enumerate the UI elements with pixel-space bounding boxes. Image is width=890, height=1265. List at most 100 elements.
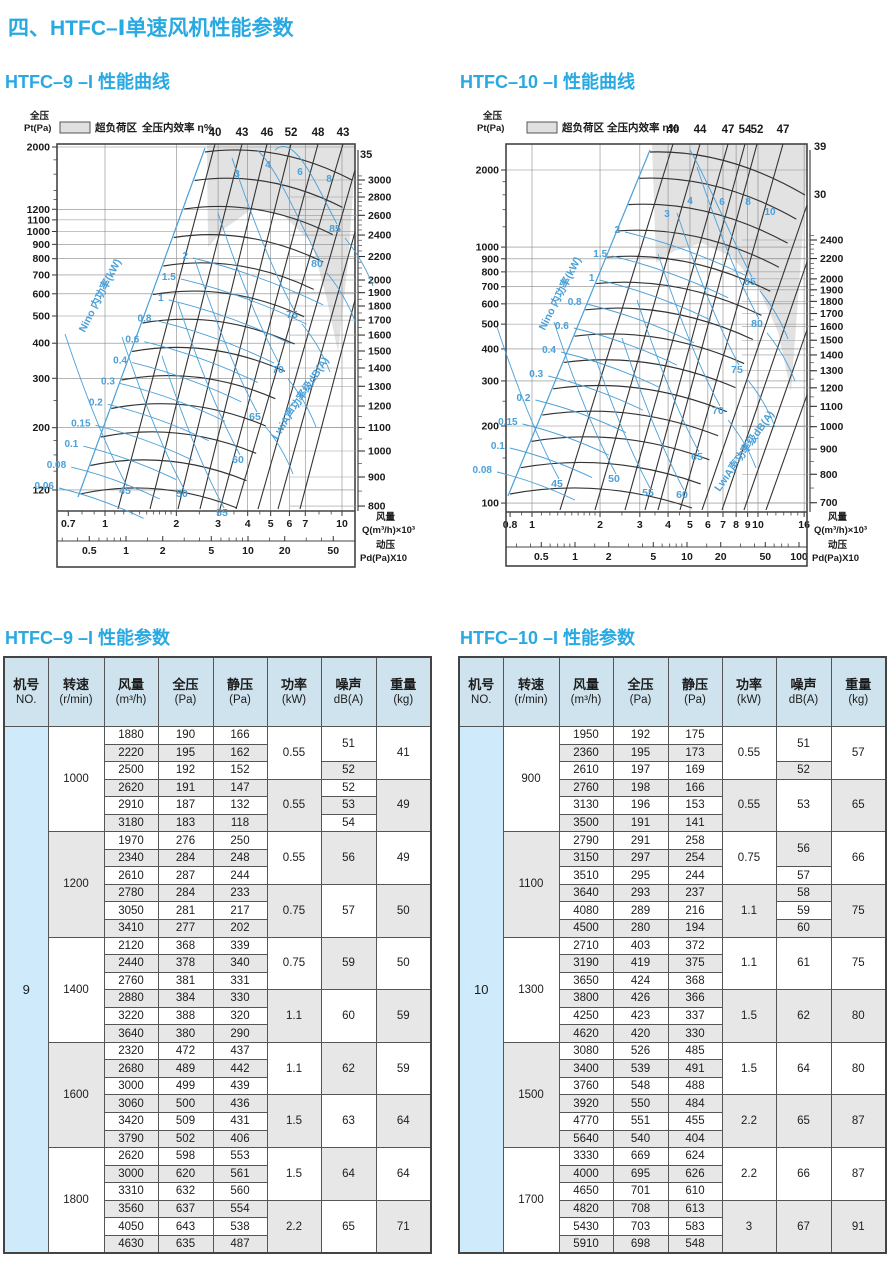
rpm-tick-label: 2800 — [368, 192, 392, 204]
noise-cell: 57 — [775, 866, 832, 885]
power-curve-label: 0.15 — [498, 417, 518, 428]
rpm-tick-label: 800 — [820, 469, 838, 481]
efficiency-contours: 45 50 55 60 65 70 75 80 85 — [64, 146, 374, 519]
flow-cell: 1970 — [103, 831, 159, 850]
legend-overload-label: 超负荷区 — [94, 121, 137, 134]
dyn-axis-title: Pd(Pa)X10 — [812, 553, 859, 564]
weight-cell: 50 — [375, 936, 432, 991]
efficiency-contour-label: 65 — [249, 411, 261, 423]
static-pressure-cell: 487 — [212, 1234, 268, 1254]
surge-line — [77, 147, 206, 498]
power-cell: 0.75 — [721, 831, 777, 885]
static-pressure-cell: 118 — [212, 813, 268, 833]
flow-tick-label: 1 — [529, 519, 535, 531]
power-cell: 1.1 — [266, 1041, 322, 1096]
flow-cell: 3080 — [558, 1041, 614, 1061]
rpm-tick-label: 2200 — [368, 251, 392, 263]
flow-cell: 2880 — [103, 989, 159, 1008]
total-pressure-cell: 198 — [612, 778, 669, 798]
efficiency-contour-label: 85 — [744, 276, 756, 288]
flow-cell: 5910 — [558, 1234, 614, 1254]
power-cell: 0.55 — [266, 778, 322, 833]
pressure-tick-label: 1200 — [27, 204, 51, 216]
power-curve-label: 0.1 — [491, 441, 505, 452]
dyn-tick-label: 20 — [715, 551, 727, 563]
spec-table: 机号 NO. 转速 (r/min) 风量 (m³/h) 全压 (Pa) 静压 (Pa) 功率 (kW)… — [458, 656, 887, 1255]
flow-tick-label: 4 — [245, 518, 251, 530]
noise-cell: 61 — [775, 936, 832, 991]
power-curve-label: 4 — [265, 160, 271, 171]
efficiency-contour-label: 60 — [232, 454, 244, 466]
rpm-tick-label: 1700 — [368, 315, 392, 327]
speed-cell: 1400 — [47, 936, 105, 1043]
static-pressure-cell: 194 — [667, 919, 723, 938]
total-pressure-cell: 509 — [157, 1112, 214, 1131]
pressure-tick-label: 1000 — [476, 242, 500, 254]
flow-cell: 3500 — [558, 813, 614, 833]
pressure-tick-label: 400 — [32, 338, 50, 350]
noise-cell: 52 — [775, 761, 832, 780]
total-pressure-cell: 620 — [157, 1164, 214, 1184]
rpm-tick-label: 1100 — [368, 422, 391, 434]
rpm-tick-label: 1100 — [820, 401, 843, 413]
flow-cell: 2320 — [103, 1041, 159, 1061]
efficiency-contour-label: 50 — [176, 488, 188, 500]
flow-tick-label: 16 — [798, 519, 810, 531]
flow-cell: 3000 — [103, 1164, 159, 1184]
pressure-tick-label: 1100 — [27, 214, 50, 226]
flow-tick-label: 3 — [637, 519, 643, 531]
total-pressure-cell: 708 — [612, 1199, 669, 1219]
noise-cell: 62 — [775, 989, 832, 1043]
power-curve-label: 0.4 — [542, 345, 556, 356]
static-pressure-cell: 491 — [667, 1059, 723, 1078]
static-pressure-cell: 248 — [212, 848, 268, 868]
rpm-tick-label: 1800 — [368, 301, 392, 313]
total-pressure-cell: 388 — [157, 1006, 214, 1026]
static-pressure-cell: 406 — [212, 1129, 268, 1149]
flow-cell: 3190 — [558, 954, 614, 973]
static-pressure-cell: 330 — [212, 989, 268, 1008]
flow-axis-title: 风量 — [376, 511, 396, 523]
noise-cell: 62 — [320, 1041, 377, 1096]
total-pressure-cell: 526 — [612, 1041, 669, 1061]
dyn-tick-label: 2 — [160, 545, 166, 557]
pressure-axis-title: Pt(Pa) — [24, 123, 51, 134]
total-pressure-cell: 550 — [612, 1094, 669, 1114]
power-curve-label: 8 — [745, 197, 751, 208]
flow-tick-label: 5 — [268, 518, 274, 530]
noise-cell: 56 — [775, 831, 832, 868]
static-pressure-cell: 169 — [667, 761, 723, 780]
legend-overload-label: 超负荷区 — [561, 121, 604, 134]
column-header: 重量 (kg) — [375, 656, 432, 727]
pressure-tick-label: 900 — [32, 239, 50, 251]
efficiency-contour-label: 45 — [119, 485, 131, 497]
power-curve-label: 2 — [614, 225, 620, 236]
dyn-axis-title: 动压 — [376, 540, 396, 551]
rpm-tick-label: 2400 — [368, 230, 392, 242]
overload-region — [652, 144, 807, 392]
flow-cell: 2340 — [103, 848, 159, 868]
rpm-tick-label: 3000 — [368, 175, 392, 187]
power-curve-label: 6 — [297, 167, 303, 178]
power-cell: 1.5 — [266, 1147, 322, 1201]
power-curve-label: 3 — [664, 209, 670, 220]
noise-cell: 56 — [320, 831, 377, 885]
dyn-tick-label: 1 — [572, 551, 578, 563]
rpm-top-label: 35 — [360, 149, 372, 161]
rpm-tick-label: 2400 — [820, 235, 844, 247]
total-pressure-cell: 384 — [157, 989, 214, 1008]
power-curve-label: 0.8 — [568, 297, 582, 308]
static-pressure-cell: 368 — [667, 971, 723, 991]
noise-cell: 53 — [775, 778, 832, 833]
total-pressure-cell: 426 — [612, 989, 669, 1008]
chart1-title: HTFC–9 –I 性能曲线 — [5, 72, 171, 92]
noise-cell: 54 — [320, 813, 377, 833]
weight-cell: 49 — [375, 778, 432, 833]
power-curve-label: 0.6 — [555, 321, 569, 332]
rpm-tick-label: 2000 — [368, 275, 392, 287]
static-pressure-cell: 538 — [212, 1217, 268, 1236]
static-pressure-cell: 237 — [667, 883, 723, 903]
total-pressure-cell: 548 — [612, 1076, 669, 1096]
static-pressure-cell: 244 — [667, 866, 723, 885]
static-pressure-cell: 254 — [667, 848, 723, 868]
